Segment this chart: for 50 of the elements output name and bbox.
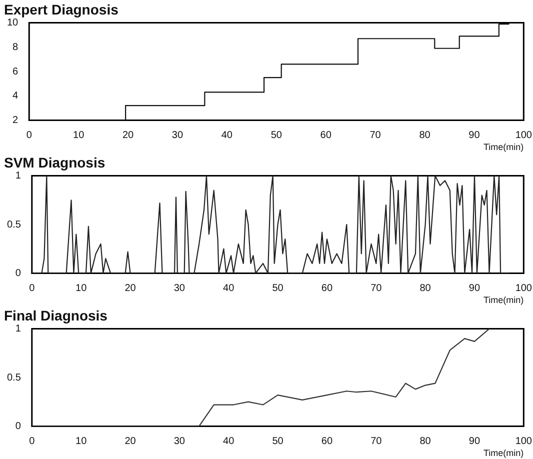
x-tick-label: 20 — [122, 130, 134, 141]
x-tick-label: 0 — [29, 282, 36, 294]
x-tick-label: 0 — [29, 436, 36, 447]
x-tick-label: 70 — [370, 436, 382, 447]
x-tick-label: 50 — [272, 282, 284, 294]
x-tick-label: 100 — [515, 282, 532, 294]
x-tick-label: 80 — [420, 282, 432, 294]
x-tick-label: 30 — [174, 282, 186, 294]
x-tick-label: 60 — [320, 130, 332, 141]
y-tick-label: 0.5 — [6, 372, 22, 384]
y-tick-label: 1 — [15, 324, 22, 335]
x-tick-label: 10 — [73, 130, 85, 141]
x-tick-label: 60 — [321, 436, 333, 447]
x-tick-label: 50 — [270, 130, 282, 141]
x-tick-label: 80 — [419, 130, 431, 141]
x-tick-label: 30 — [172, 130, 184, 141]
y-tick-label: 6 — [12, 66, 19, 78]
chart-title: SVM Diagnosis — [4, 154, 106, 170]
y-tick-label: 10 — [7, 18, 19, 29]
x-tick-label: 10 — [76, 282, 88, 294]
y-tick-label: 0.5 — [6, 219, 22, 230]
x-tick-label: 70 — [370, 130, 382, 141]
y-tick-label: 4 — [12, 90, 19, 102]
y-tick-label: 8 — [12, 42, 19, 53]
y-tick-label: 0 — [15, 420, 22, 432]
x-tick-label: 40 — [223, 436, 235, 447]
y-tick-label: 1 — [15, 170, 22, 182]
x-axis-title: Time(min) — [483, 448, 524, 458]
chart-title: Final Diagnosis — [4, 307, 108, 324]
x-tick-label: 40 — [223, 282, 235, 294]
chart-title: Expert Diagnosis — [4, 1, 119, 18]
x-tick-label: 80 — [420, 436, 432, 447]
x-axis-title: Time(min) — [483, 142, 524, 152]
x-tick-label: 100 — [515, 436, 532, 447]
y-tick-label: 0 — [15, 268, 22, 279]
x-tick-label: 20 — [124, 436, 136, 447]
x-tick-label: 20 — [124, 282, 136, 294]
y-tick-label: 2 — [12, 114, 19, 126]
x-tick-label: 70 — [370, 282, 382, 294]
x-tick-label: 10 — [76, 436, 88, 447]
x-tick-label: 40 — [221, 130, 233, 141]
x-tick-label: 90 — [468, 436, 480, 447]
x-tick-label: 0 — [26, 130, 32, 141]
x-tick-label: 100 — [515, 130, 532, 141]
x-tick-label: 90 — [468, 130, 480, 141]
x-tick-label: 50 — [272, 436, 284, 447]
x-tick-label: 30 — [174, 436, 186, 447]
x-tick-label: 90 — [468, 282, 480, 294]
x-tick-label: 60 — [321, 282, 333, 294]
x-axis-title: Time(min) — [483, 295, 524, 306]
